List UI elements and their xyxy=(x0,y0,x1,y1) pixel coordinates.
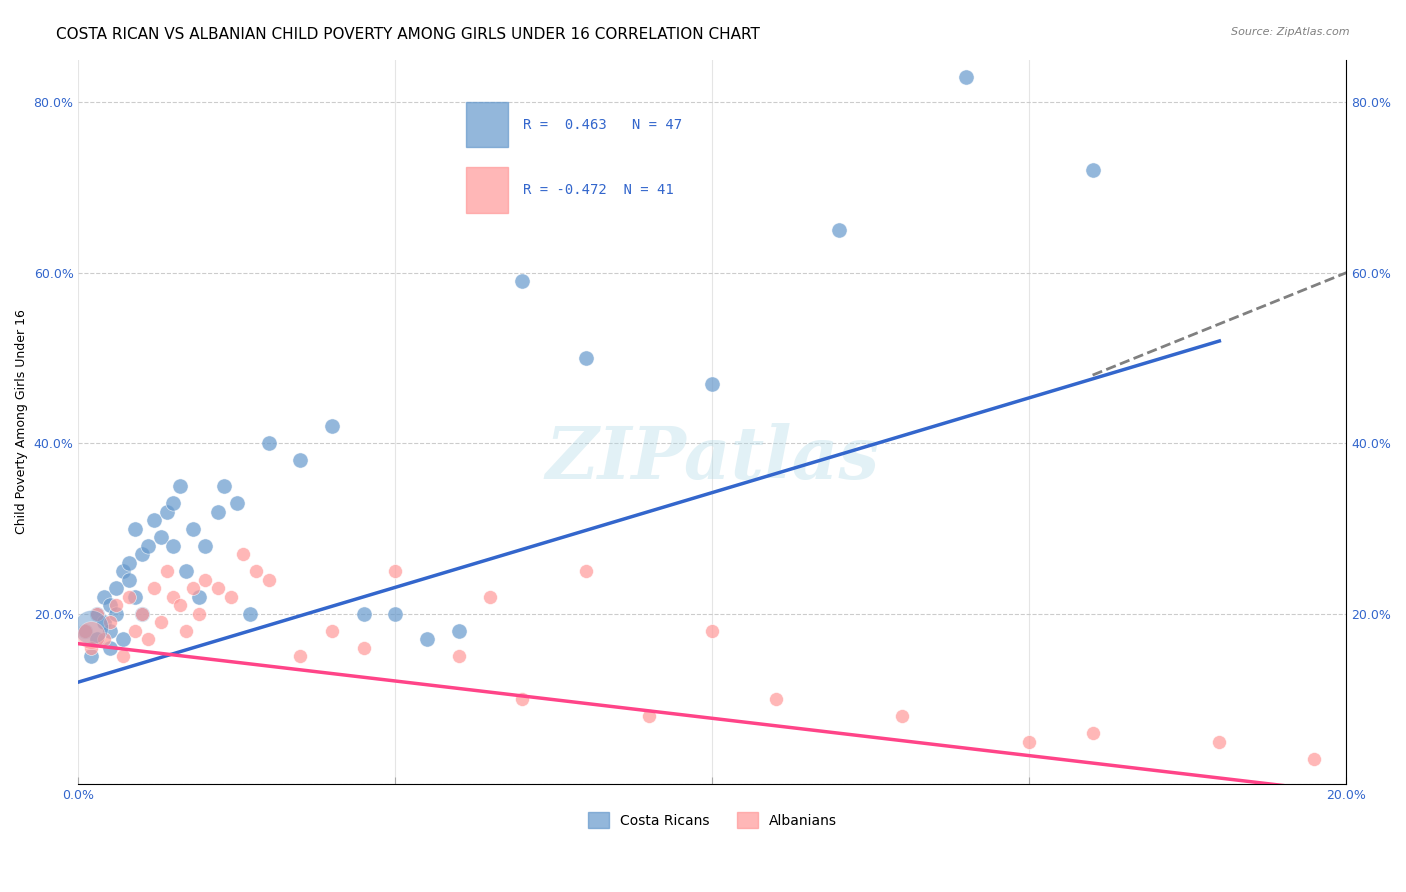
Point xyxy=(510,274,533,288)
Point xyxy=(174,564,197,578)
Text: ZIPatlas: ZIPatlas xyxy=(546,423,879,494)
Point xyxy=(321,419,343,434)
Point xyxy=(136,632,159,647)
Point xyxy=(194,539,217,553)
Point xyxy=(80,640,103,655)
Point xyxy=(1018,735,1040,749)
Point xyxy=(111,632,134,647)
Point xyxy=(98,624,121,638)
Point xyxy=(174,624,197,638)
Point xyxy=(86,632,108,647)
Point xyxy=(225,496,247,510)
Point xyxy=(245,564,267,578)
Point xyxy=(156,564,179,578)
Point xyxy=(111,649,134,664)
Point xyxy=(143,513,166,527)
Point xyxy=(1081,726,1104,740)
Point xyxy=(290,453,312,467)
Point xyxy=(479,590,502,604)
Point xyxy=(574,351,596,365)
Point xyxy=(93,615,115,630)
Point xyxy=(162,539,184,553)
Point xyxy=(212,479,235,493)
Point xyxy=(257,436,280,450)
Point xyxy=(1303,752,1326,766)
Point xyxy=(765,692,787,706)
Point xyxy=(169,599,191,613)
Point xyxy=(384,607,406,621)
Point xyxy=(353,607,375,621)
Point xyxy=(1081,163,1104,178)
Point xyxy=(80,628,103,642)
Point xyxy=(149,530,172,544)
Point xyxy=(98,615,121,630)
Point xyxy=(187,607,209,621)
Point xyxy=(162,496,184,510)
Point xyxy=(574,564,596,578)
Point xyxy=(702,376,724,391)
Legend: Costa Ricans, Albanians: Costa Ricans, Albanians xyxy=(581,805,844,836)
Point xyxy=(124,590,146,604)
Point xyxy=(181,522,204,536)
Point xyxy=(416,632,439,647)
Point xyxy=(105,582,128,596)
Point xyxy=(238,607,260,621)
Point xyxy=(162,590,184,604)
Point xyxy=(169,479,191,493)
Text: Source: ZipAtlas.com: Source: ZipAtlas.com xyxy=(1232,27,1350,37)
Point xyxy=(510,692,533,706)
Y-axis label: Child Poverty Among Girls Under 16: Child Poverty Among Girls Under 16 xyxy=(15,310,28,534)
Point xyxy=(86,607,108,621)
Point xyxy=(118,590,141,604)
Point xyxy=(124,522,146,536)
Point xyxy=(187,590,209,604)
Point xyxy=(73,624,96,638)
Point xyxy=(73,624,96,638)
Point xyxy=(955,70,977,84)
Point xyxy=(98,640,121,655)
Point xyxy=(891,709,914,723)
Point xyxy=(194,573,217,587)
Point xyxy=(131,607,153,621)
Point xyxy=(219,590,242,604)
Point xyxy=(181,582,204,596)
Point xyxy=(257,573,280,587)
Point xyxy=(93,632,115,647)
Point xyxy=(447,649,470,664)
Point xyxy=(118,556,141,570)
Point xyxy=(290,649,312,664)
Point xyxy=(1208,735,1230,749)
Point xyxy=(143,582,166,596)
Point xyxy=(111,564,134,578)
Point xyxy=(638,709,661,723)
Point xyxy=(447,624,470,638)
Point xyxy=(93,590,115,604)
Point xyxy=(131,547,153,561)
Point xyxy=(136,539,159,553)
Point xyxy=(232,547,254,561)
Point xyxy=(149,615,172,630)
Point xyxy=(124,624,146,638)
Point xyxy=(105,599,128,613)
Point xyxy=(321,624,343,638)
Point xyxy=(86,607,108,621)
Point xyxy=(156,504,179,518)
Point xyxy=(207,582,229,596)
Point xyxy=(80,649,103,664)
Point xyxy=(828,223,851,237)
Point xyxy=(131,607,153,621)
Point xyxy=(702,624,724,638)
Point xyxy=(207,504,229,518)
Point xyxy=(118,573,141,587)
Point xyxy=(384,564,406,578)
Point xyxy=(105,607,128,621)
Point xyxy=(80,620,103,634)
Point xyxy=(353,640,375,655)
Text: COSTA RICAN VS ALBANIAN CHILD POVERTY AMONG GIRLS UNDER 16 CORRELATION CHART: COSTA RICAN VS ALBANIAN CHILD POVERTY AM… xyxy=(56,27,761,42)
Point xyxy=(98,599,121,613)
